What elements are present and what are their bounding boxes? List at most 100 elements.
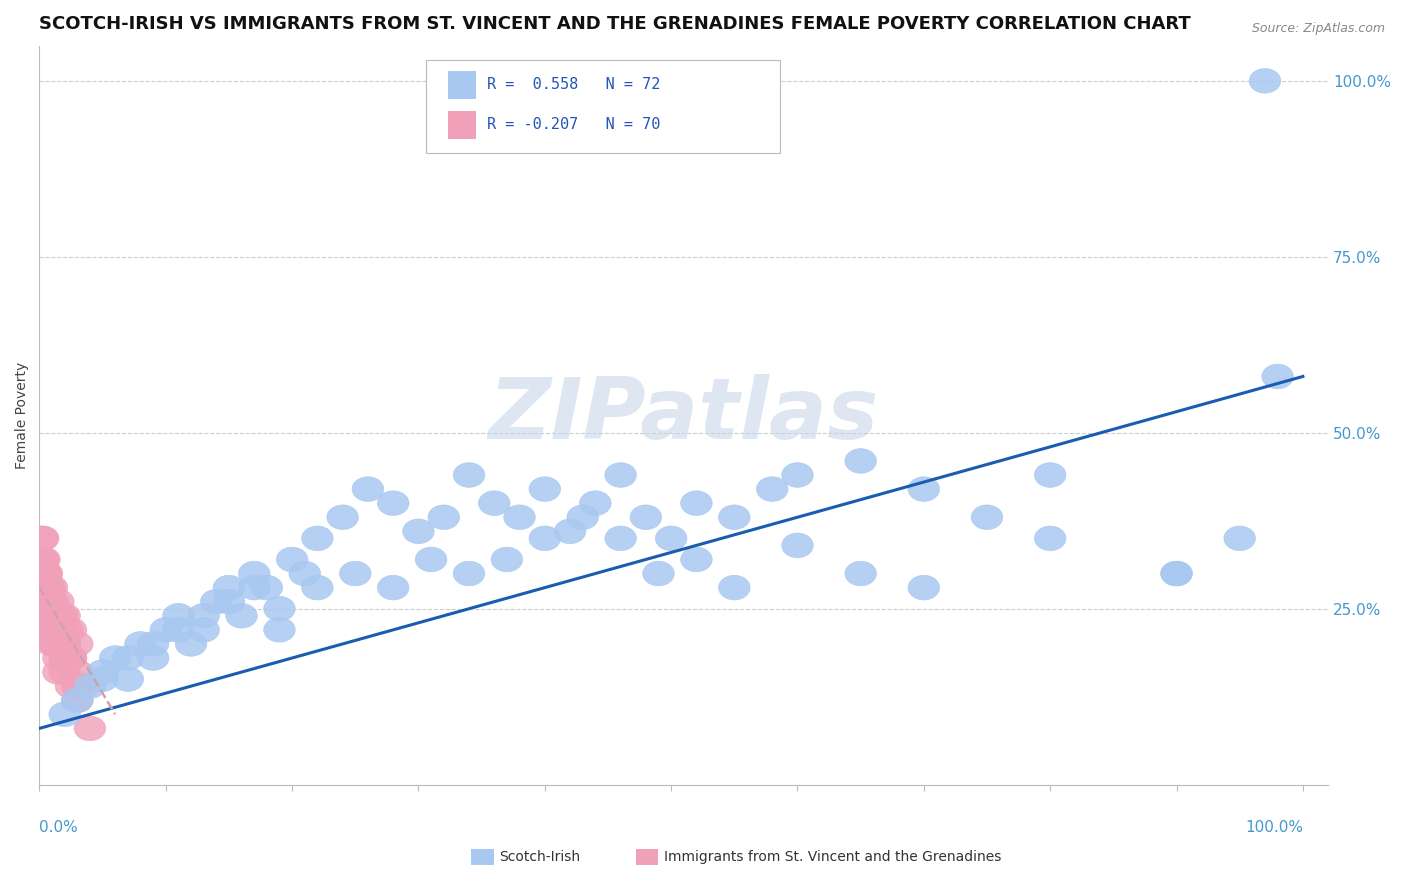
Ellipse shape xyxy=(46,604,77,628)
Ellipse shape xyxy=(87,667,118,691)
Ellipse shape xyxy=(402,519,434,543)
Ellipse shape xyxy=(30,575,62,600)
Ellipse shape xyxy=(226,604,257,628)
Ellipse shape xyxy=(39,617,70,642)
Ellipse shape xyxy=(138,646,169,670)
Ellipse shape xyxy=(25,561,56,586)
Ellipse shape xyxy=(31,561,63,586)
Ellipse shape xyxy=(37,632,67,657)
Ellipse shape xyxy=(427,505,460,530)
Ellipse shape xyxy=(30,561,62,586)
Ellipse shape xyxy=(100,646,131,670)
Ellipse shape xyxy=(62,632,93,657)
Ellipse shape xyxy=(67,673,100,698)
Ellipse shape xyxy=(34,617,65,642)
Ellipse shape xyxy=(908,575,939,600)
Text: Source: ZipAtlas.com: Source: ZipAtlas.com xyxy=(1251,22,1385,36)
Ellipse shape xyxy=(782,533,813,558)
Ellipse shape xyxy=(264,597,295,621)
Ellipse shape xyxy=(42,590,75,614)
Text: 100.0%: 100.0% xyxy=(1244,820,1303,835)
Ellipse shape xyxy=(32,604,65,628)
Ellipse shape xyxy=(277,547,308,572)
Ellipse shape xyxy=(55,646,87,670)
Ellipse shape xyxy=(75,716,105,740)
Ellipse shape xyxy=(42,617,75,642)
Text: R = -0.207   N = 70: R = -0.207 N = 70 xyxy=(486,117,659,132)
Ellipse shape xyxy=(27,590,59,614)
Ellipse shape xyxy=(55,673,87,698)
Ellipse shape xyxy=(30,597,62,621)
Ellipse shape xyxy=(567,505,599,530)
Ellipse shape xyxy=(301,575,333,600)
Ellipse shape xyxy=(28,561,60,586)
Ellipse shape xyxy=(605,463,637,487)
Ellipse shape xyxy=(37,597,67,621)
Ellipse shape xyxy=(643,561,675,586)
Ellipse shape xyxy=(27,526,59,550)
Ellipse shape xyxy=(125,632,156,657)
Ellipse shape xyxy=(27,561,59,586)
Ellipse shape xyxy=(605,526,637,550)
Ellipse shape xyxy=(34,617,65,642)
Ellipse shape xyxy=(30,597,62,621)
Ellipse shape xyxy=(845,449,876,474)
Ellipse shape xyxy=(27,547,59,572)
Ellipse shape xyxy=(31,617,63,642)
Ellipse shape xyxy=(377,575,409,600)
Ellipse shape xyxy=(32,597,65,621)
Ellipse shape xyxy=(28,590,60,614)
Ellipse shape xyxy=(28,604,60,628)
Ellipse shape xyxy=(163,604,194,628)
FancyBboxPatch shape xyxy=(426,61,780,153)
Ellipse shape xyxy=(1161,561,1192,586)
Ellipse shape xyxy=(49,660,80,684)
Ellipse shape xyxy=(655,526,688,550)
Ellipse shape xyxy=(27,547,58,572)
Ellipse shape xyxy=(352,476,384,501)
Ellipse shape xyxy=(35,617,66,642)
Text: Scotch-Irish: Scotch-Irish xyxy=(499,850,581,864)
Ellipse shape xyxy=(37,604,67,628)
Ellipse shape xyxy=(188,617,219,642)
Ellipse shape xyxy=(264,617,295,642)
Ellipse shape xyxy=(35,617,66,642)
Ellipse shape xyxy=(42,646,75,670)
Ellipse shape xyxy=(377,491,409,516)
Ellipse shape xyxy=(718,505,751,530)
Ellipse shape xyxy=(138,632,169,657)
Ellipse shape xyxy=(1035,463,1066,487)
Ellipse shape xyxy=(453,463,485,487)
Ellipse shape xyxy=(630,505,662,530)
Ellipse shape xyxy=(529,476,561,501)
Ellipse shape xyxy=(75,673,105,698)
Ellipse shape xyxy=(42,632,75,657)
Ellipse shape xyxy=(718,575,751,600)
Ellipse shape xyxy=(339,561,371,586)
Ellipse shape xyxy=(39,604,72,628)
Ellipse shape xyxy=(188,604,219,628)
Ellipse shape xyxy=(214,590,245,614)
Ellipse shape xyxy=(30,575,62,600)
Ellipse shape xyxy=(201,590,232,614)
Text: 0.0%: 0.0% xyxy=(39,820,79,835)
Ellipse shape xyxy=(62,673,93,698)
Ellipse shape xyxy=(845,561,876,586)
Text: Immigrants from St. Vincent and the Grenadines: Immigrants from St. Vincent and the Gren… xyxy=(664,850,1001,864)
FancyBboxPatch shape xyxy=(449,70,477,99)
Ellipse shape xyxy=(579,491,612,516)
Ellipse shape xyxy=(49,604,80,628)
Ellipse shape xyxy=(87,660,118,684)
Ellipse shape xyxy=(30,617,62,642)
Ellipse shape xyxy=(415,547,447,572)
Ellipse shape xyxy=(39,604,70,628)
Ellipse shape xyxy=(112,646,143,670)
Y-axis label: Female Poverty: Female Poverty xyxy=(15,361,30,469)
Ellipse shape xyxy=(34,575,65,600)
Ellipse shape xyxy=(478,491,510,516)
Ellipse shape xyxy=(37,597,67,621)
Ellipse shape xyxy=(42,660,75,684)
Ellipse shape xyxy=(972,505,1002,530)
Ellipse shape xyxy=(252,575,283,600)
Ellipse shape xyxy=(1161,561,1192,586)
